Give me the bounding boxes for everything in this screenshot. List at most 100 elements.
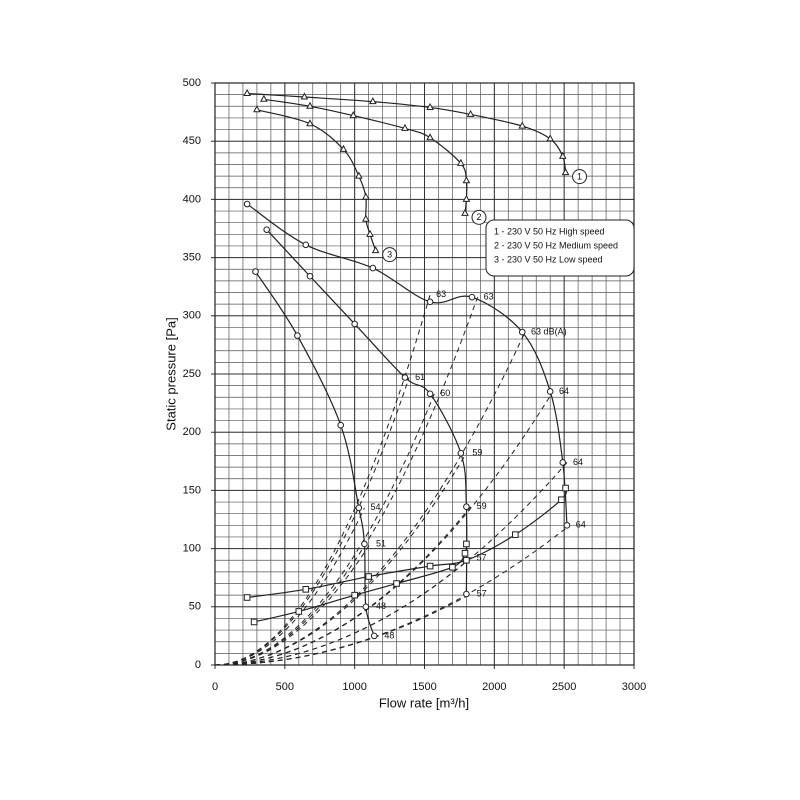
annotation: 63 dB(A)	[531, 326, 567, 336]
marker	[563, 522, 571, 529]
curve-label-circle	[471, 209, 487, 225]
annotation: 48	[376, 601, 386, 611]
annotation: 63	[484, 292, 494, 302]
marker	[546, 388, 554, 395]
y-tick-label: 50	[189, 601, 201, 613]
marker	[250, 618, 258, 626]
y-tick-label: 250	[183, 368, 201, 380]
marker	[558, 151, 567, 159]
marker	[306, 101, 314, 109]
curve-label-circle	[382, 247, 398, 263]
marker	[243, 594, 251, 601]
marker	[306, 272, 314, 280]
y-tick-label: 450	[183, 135, 201, 147]
y-tick-label: 400	[183, 193, 201, 205]
marker	[362, 603, 370, 611]
marker	[361, 540, 368, 548]
annotation: 54	[370, 502, 380, 512]
x-tick-label: 2500	[552, 681, 576, 693]
x-tick-label: 1000	[342, 681, 366, 693]
marker	[263, 226, 270, 233]
marker	[355, 171, 363, 179]
annotation: 48	[384, 630, 394, 640]
system-curve	[215, 606, 371, 666]
marker	[462, 176, 471, 184]
marker	[518, 121, 527, 129]
curve-label: 3	[387, 249, 392, 259]
y-axis-label: Static pressure [Pa]	[163, 317, 178, 430]
system-curve	[214, 393, 435, 666]
marker	[295, 608, 303, 615]
marker	[302, 586, 310, 593]
marker	[368, 97, 377, 105]
marker	[370, 632, 378, 640]
marker	[371, 246, 380, 254]
system-curve	[214, 543, 371, 666]
marker	[351, 320, 358, 328]
x-tick-label: 500	[276, 681, 294, 693]
y-tick-label: 300	[183, 310, 201, 322]
marker	[449, 563, 456, 571]
y-tick-label: 200	[183, 426, 201, 438]
marker	[355, 504, 363, 512]
x-tick-label: 2000	[482, 681, 506, 693]
marker	[461, 549, 469, 557]
marker	[461, 208, 469, 216]
legend-box	[485, 219, 635, 277]
marker	[561, 168, 570, 176]
annotation: 59	[472, 448, 482, 458]
y-tick-label: 150	[183, 484, 201, 496]
marker	[559, 459, 567, 466]
system-curve	[214, 507, 365, 666]
system-curve	[214, 557, 471, 666]
system-curve	[214, 331, 526, 666]
marker	[518, 328, 526, 336]
marker	[426, 390, 434, 398]
marker	[300, 92, 309, 100]
marker	[562, 484, 569, 492]
curve-label: 1	[577, 172, 582, 182]
annotation: 51	[376, 538, 386, 548]
system-curve	[214, 462, 568, 666]
marker	[401, 374, 409, 381]
marker	[294, 332, 301, 339]
marker	[253, 105, 261, 113]
annotation: 64	[573, 457, 583, 467]
marker	[365, 573, 372, 580]
marker	[260, 94, 268, 102]
legend-entry: 1 - 230 V 50 Hz High speed	[494, 226, 605, 236]
x-axis-label: Flow rate [m³/h]	[379, 695, 469, 710]
marker	[463, 556, 470, 564]
legend-entry: 2 - 230 V 50 Hz Medium speed	[494, 240, 618, 250]
y-tick-label: 100	[183, 543, 201, 555]
system-curve	[214, 452, 467, 666]
y-tick-label: 350	[183, 252, 201, 264]
y-tick-label: 500	[183, 77, 201, 89]
annotation: 59	[477, 501, 487, 511]
marker	[546, 134, 555, 142]
marker	[393, 580, 400, 587]
marker	[361, 192, 370, 200]
marker	[456, 158, 465, 166]
curve-label: 2	[476, 212, 481, 222]
marker	[369, 264, 377, 272]
marker	[463, 540, 470, 548]
annotation: 57	[477, 588, 487, 598]
marker	[426, 298, 434, 306]
annotation: 60	[440, 388, 450, 398]
annotation: 61	[415, 372, 425, 382]
marker	[306, 119, 314, 127]
system-curve	[215, 635, 379, 666]
system-curve	[214, 524, 571, 666]
marker	[558, 496, 565, 504]
annotation: 64	[576, 520, 586, 530]
annotation: 57	[477, 552, 487, 562]
marker	[426, 133, 434, 141]
marker	[511, 531, 519, 538]
marker	[463, 590, 470, 598]
marker	[466, 109, 475, 117]
plot-border	[214, 82, 635, 666]
marker	[366, 229, 374, 237]
